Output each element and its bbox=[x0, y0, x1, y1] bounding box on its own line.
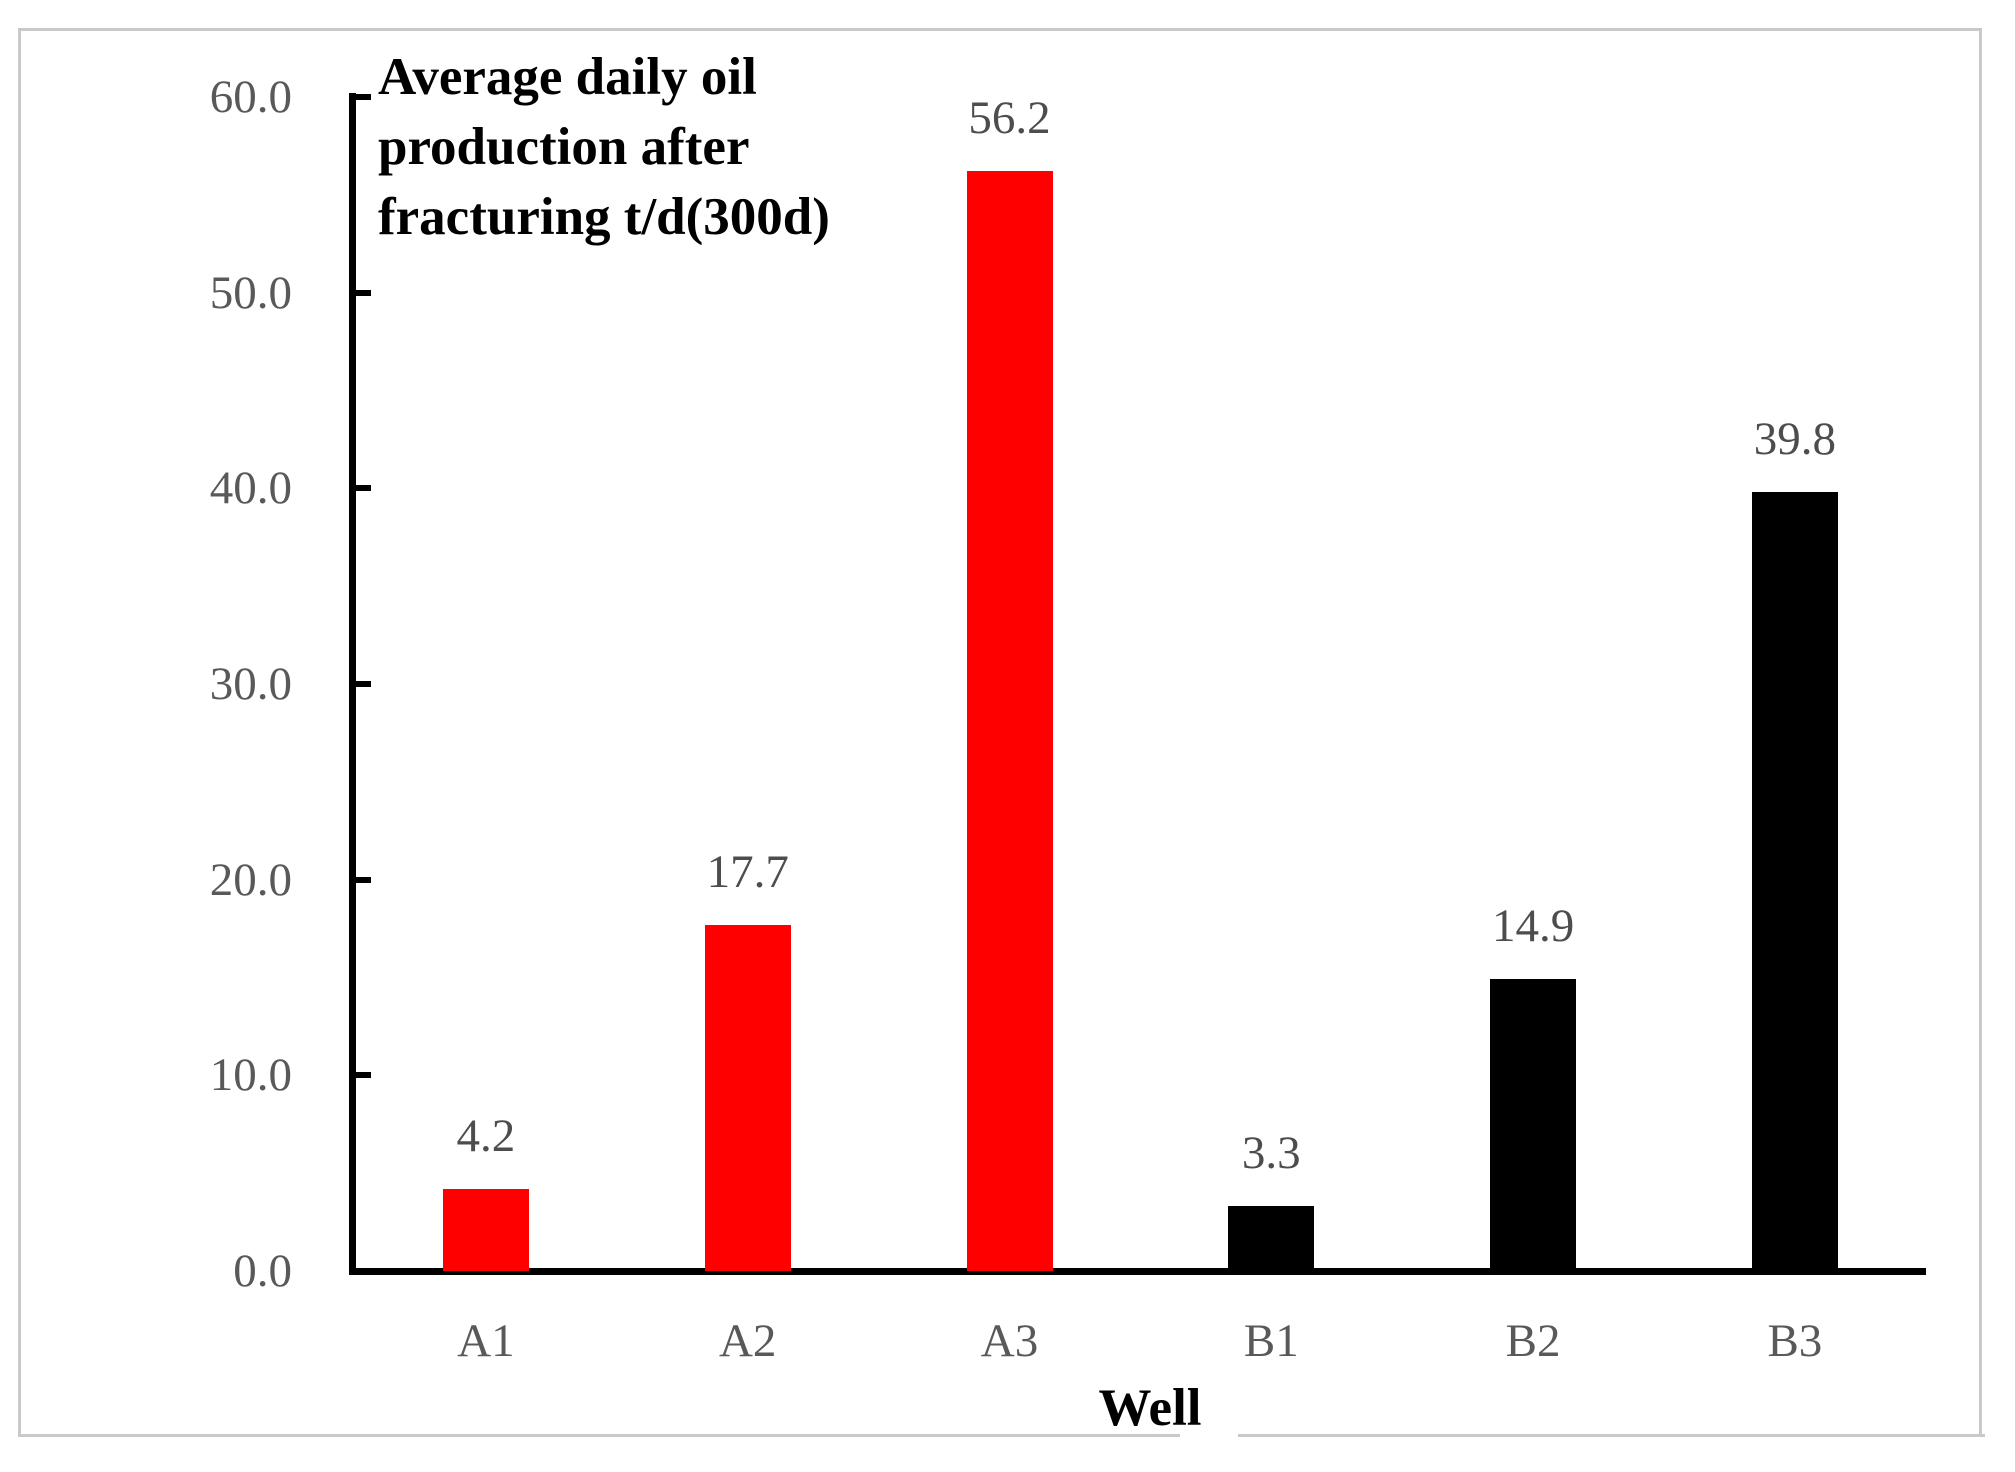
bar-A3 bbox=[966, 171, 1053, 1271]
y-tick-mark-20.0 bbox=[356, 876, 371, 883]
category-label-A2: A2 bbox=[718, 1315, 777, 1367]
y-tick-label-60.0: 60.0 bbox=[209, 70, 292, 123]
y-tick-label-10.0: 10.0 bbox=[209, 1049, 292, 1102]
chart-title-line-1: Average daily oil bbox=[378, 48, 757, 106]
value-label-A1: 4.2 bbox=[456, 1109, 516, 1162]
figure-border-bottom-left bbox=[18, 1434, 1180, 1437]
category-label-B2: B2 bbox=[1505, 1315, 1561, 1367]
y-axis-line bbox=[349, 93, 356, 1275]
bar-B2 bbox=[1490, 979, 1577, 1271]
value-label-B2: 14.9 bbox=[1491, 900, 1575, 953]
y-tick-label-20.0: 20.0 bbox=[209, 853, 292, 906]
x-axis-title: Well bbox=[1098, 1379, 1202, 1437]
bar-B3 bbox=[1751, 492, 1838, 1271]
value-label-B3: 39.8 bbox=[1753, 413, 1837, 466]
figure-border bbox=[18, 28, 1982, 1434]
chart-title: Average daily oil production after fract… bbox=[378, 42, 830, 252]
category-label-A3: A3 bbox=[980, 1315, 1039, 1367]
chart-title-line-2: production after bbox=[378, 118, 750, 176]
y-tick-label-40.0: 40.0 bbox=[209, 462, 292, 515]
bar-A1 bbox=[442, 1188, 529, 1271]
bar-A2 bbox=[704, 924, 791, 1271]
y-tick-label-0.0: 0.0 bbox=[233, 1245, 292, 1297]
y-tick-mark-40.0 bbox=[356, 485, 371, 492]
figure-border-bottom-right bbox=[1238, 1434, 1985, 1437]
category-label-B3: B3 bbox=[1767, 1315, 1823, 1367]
category-label-A1: A1 bbox=[457, 1315, 515, 1367]
x-axis-line bbox=[349, 1268, 1926, 1275]
y-tick-label-30.0: 30.0 bbox=[209, 657, 292, 710]
y-tick-mark-30.0 bbox=[356, 680, 371, 687]
value-label-A3: 56.2 bbox=[968, 92, 1051, 145]
value-label-A2: 17.7 bbox=[706, 845, 789, 898]
chart-title-line-3: fracturing t/d(300d) bbox=[378, 188, 830, 246]
y-tick-mark-60.0 bbox=[356, 93, 371, 100]
y-tick-mark-50.0 bbox=[356, 289, 371, 296]
category-label-B1: B1 bbox=[1243, 1315, 1299, 1367]
y-tick-mark-10.0 bbox=[356, 1072, 371, 1079]
bar-B1 bbox=[1228, 1206, 1315, 1271]
y-tick-label-50.0: 50.0 bbox=[209, 266, 292, 319]
value-label-B1: 3.3 bbox=[1241, 1127, 1301, 1180]
